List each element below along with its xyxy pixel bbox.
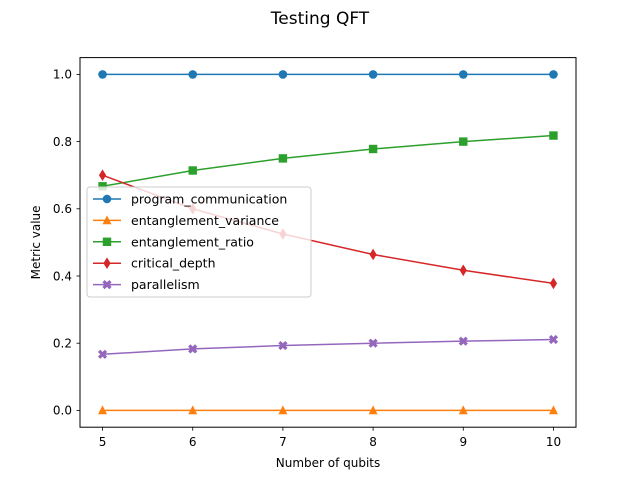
data-point bbox=[369, 248, 377, 261]
data-point bbox=[278, 154, 288, 163]
data-point bbox=[278, 340, 288, 351]
data-point bbox=[368, 405, 378, 415]
data-point bbox=[458, 336, 468, 346]
legend-marker bbox=[102, 194, 112, 204]
data-point bbox=[459, 137, 468, 146]
y-tick-label: 0.4 bbox=[53, 269, 72, 283]
y-tick-label: 0.0 bbox=[53, 404, 72, 418]
legend-label: parallelism bbox=[131, 277, 200, 292]
data-point bbox=[549, 131, 558, 140]
data-point bbox=[368, 144, 378, 154]
legend-label: program_communication bbox=[131, 192, 287, 207]
data-point bbox=[97, 349, 108, 359]
legend-marker bbox=[102, 280, 112, 290]
x-axis: 5 6 7 8 9 10 bbox=[99, 427, 561, 449]
legend-item: program_communication bbox=[93, 192, 287, 207]
legend-item: entanglement_variance bbox=[93, 213, 279, 228]
x-tick-label: 9 bbox=[459, 435, 467, 449]
data-point bbox=[458, 405, 468, 415]
data-point bbox=[98, 70, 107, 79]
data-point bbox=[188, 70, 198, 79]
data-point bbox=[278, 70, 288, 79]
x-tick-label: 10 bbox=[546, 435, 561, 449]
x-tick-label: 8 bbox=[369, 435, 377, 449]
series-parallelism bbox=[97, 334, 559, 359]
x-tick-label: 5 bbox=[99, 435, 107, 449]
data-point bbox=[188, 166, 197, 175]
y-tick-label: 0.2 bbox=[53, 337, 72, 351]
series-line bbox=[102, 134, 554, 188]
data-point bbox=[278, 405, 288, 415]
legend-item: parallelism bbox=[93, 277, 200, 292]
data-point bbox=[98, 405, 108, 415]
y-tick-label: 0.6 bbox=[53, 202, 72, 216]
data-point bbox=[368, 338, 378, 348]
legend-item: critical_depth bbox=[93, 256, 216, 271]
legend-marker bbox=[103, 257, 111, 269]
y-axis: 0.0 0.2 0.4 0.6 0.8 1.0 bbox=[53, 68, 80, 418]
x-axis-label: Number of qubits bbox=[276, 456, 381, 470]
legend-label: entanglement_variance bbox=[131, 213, 279, 228]
data-point bbox=[549, 277, 558, 290]
legend-marker bbox=[102, 215, 112, 225]
legend-label: critical_depth bbox=[131, 256, 216, 271]
y-tick-label: 0.8 bbox=[53, 135, 72, 149]
data-point bbox=[98, 182, 107, 191]
y-axis-label: Metric value bbox=[29, 205, 43, 279]
data-point bbox=[549, 70, 558, 79]
x-tick-label: 6 bbox=[189, 435, 197, 449]
legend-label: entanglement_ratio bbox=[131, 234, 254, 249]
plot-frame bbox=[79, 57, 577, 428]
data-point bbox=[548, 334, 559, 345]
legend-item: entanglement_ratio bbox=[93, 234, 254, 249]
series-line bbox=[102, 338, 554, 356]
data-point bbox=[98, 169, 107, 181]
legend-marker bbox=[102, 237, 112, 246]
data-point bbox=[188, 344, 198, 354]
chart-title: Testing QFT bbox=[270, 9, 370, 29]
series-entanglement-ratio bbox=[98, 131, 558, 191]
x-tick-label: 7 bbox=[279, 435, 287, 449]
data-point bbox=[459, 264, 467, 277]
legend: program_communication entanglement_varian… bbox=[86, 186, 312, 298]
series-program-communication bbox=[98, 70, 558, 79]
data-point bbox=[458, 70, 468, 79]
y-tick-label: 1.0 bbox=[53, 68, 72, 82]
data-point bbox=[368, 70, 378, 79]
legend-box bbox=[86, 186, 312, 298]
data-point bbox=[548, 405, 558, 415]
data-point bbox=[188, 405, 198, 415]
series-entanglement-variance bbox=[98, 405, 558, 415]
